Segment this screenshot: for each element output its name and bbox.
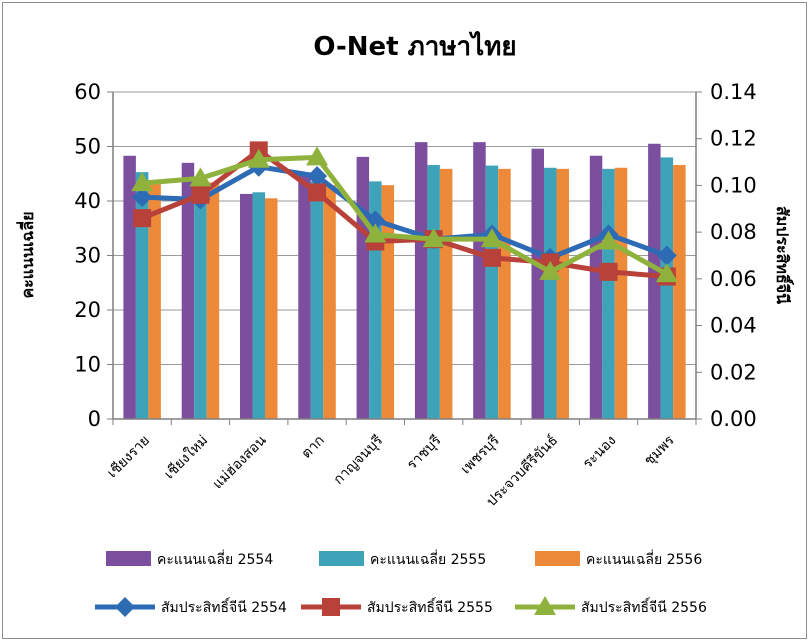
data-point-marker bbox=[189, 167, 212, 187]
legend-label: สัมประสิทธิ์จีนี 2555 bbox=[367, 597, 493, 616]
bar bbox=[310, 181, 324, 419]
data-point-marker bbox=[364, 223, 387, 243]
bar bbox=[148, 183, 161, 419]
bar bbox=[298, 173, 311, 419]
bar bbox=[485, 165, 499, 419]
category-label: เชียงใหม่ bbox=[161, 432, 212, 483]
category-label: แม่ฮ่องสอน bbox=[210, 432, 270, 492]
data-point-marker bbox=[597, 230, 620, 250]
left-axis-label: คะแนนเฉลี่ย bbox=[16, 211, 37, 298]
chart-svg: O-Net ภาษาไทย 0 10 20 30 40 50 60 0.00 0.02 0.04… bbox=[16, 30, 794, 617]
bar bbox=[414, 142, 428, 419]
category-label: กาญจนบุรี bbox=[331, 432, 387, 488]
data-point-marker bbox=[539, 260, 562, 280]
line-series-group bbox=[131, 141, 678, 286]
legend-label: สัมประสิทธิ์จีนี 2556 bbox=[581, 597, 707, 616]
legend-marker bbox=[115, 597, 135, 617]
bar bbox=[194, 181, 207, 419]
y-tick-label: 60 bbox=[74, 80, 101, 104]
y2-tick-label: 0.10 bbox=[710, 173, 757, 197]
bar bbox=[589, 155, 603, 419]
right-axis-label: สัมประสิทธิ์จีนี bbox=[773, 206, 794, 304]
bar bbox=[614, 167, 628, 419]
y2-tick-label: 0.08 bbox=[710, 220, 757, 244]
bar bbox=[240, 193, 253, 419]
y-tick-label: 20 bbox=[74, 298, 101, 322]
bar bbox=[439, 168, 453, 419]
data-point-marker bbox=[655, 263, 678, 283]
chart-title: O-Net ภาษาไทย bbox=[313, 30, 516, 62]
data-point-marker bbox=[306, 146, 329, 166]
legend-label: คะแนนเฉลี่ย 2556 bbox=[586, 550, 702, 568]
bar bbox=[544, 167, 557, 419]
category-label: ตาก bbox=[299, 433, 328, 462]
data-point-marker bbox=[247, 148, 270, 168]
bar bbox=[381, 185, 395, 419]
y2-tick-label: 0.00 bbox=[710, 407, 757, 431]
bar bbox=[648, 143, 661, 419]
legend-swatch bbox=[535, 551, 580, 566]
y-tick-label: 10 bbox=[74, 353, 101, 377]
category-label: ระนอง bbox=[580, 433, 619, 472]
bar bbox=[181, 162, 195, 419]
y2-tick-label: 0.02 bbox=[710, 360, 757, 384]
y2-tick-label: 0.04 bbox=[710, 314, 757, 338]
category-label: ราชบุรี bbox=[404, 432, 445, 473]
y2-tick-label: 0.06 bbox=[710, 267, 757, 291]
series-line bbox=[141, 147, 668, 280]
data-point-marker bbox=[422, 228, 445, 248]
bar bbox=[323, 185, 336, 419]
bar bbox=[252, 192, 265, 419]
data-point-marker bbox=[308, 183, 327, 202]
legend-marker bbox=[534, 596, 556, 615]
y-tick-label: 0 bbox=[88, 407, 101, 431]
y-tick-label: 50 bbox=[74, 135, 101, 159]
bar bbox=[123, 155, 136, 419]
y2-tick-label: 0.14 bbox=[710, 80, 757, 104]
y2-tick-label: 0.12 bbox=[710, 127, 757, 151]
series-line bbox=[142, 164, 668, 261]
bar bbox=[427, 165, 440, 419]
category-labels: เชียงราย เชียงใหม่แม่ฮ่องสอน ตาก กาญจนบุรี ร… bbox=[104, 432, 678, 510]
legend-label: สัมประสิทธิ์จีนี 2554 bbox=[161, 597, 287, 616]
bar bbox=[531, 148, 544, 419]
legend-marker bbox=[322, 598, 340, 616]
data-point-marker bbox=[480, 228, 503, 248]
bar bbox=[356, 156, 370, 420]
bar bbox=[473, 142, 486, 419]
legend: คะแนนเฉลี่ย 2554 คะแนนเฉลี่ย 2555 คะแนนเฉล… bbox=[95, 550, 707, 617]
series-line bbox=[141, 154, 669, 277]
legend-label: คะแนนเฉลี่ย 2554 bbox=[157, 550, 273, 568]
category-label: เชียงราย bbox=[104, 433, 153, 482]
bar bbox=[206, 182, 220, 419]
legend-swatch bbox=[106, 551, 151, 566]
category-label: เพชรบุรี bbox=[458, 432, 503, 477]
data-point-marker bbox=[656, 245, 677, 266]
bar bbox=[660, 157, 674, 419]
data-point-marker bbox=[133, 209, 152, 228]
right-axis-ticks: 0.00 0.02 0.04 0.06 0.08 0.10 0.12 0.14 bbox=[696, 80, 757, 431]
bar bbox=[673, 165, 686, 419]
legend-swatch bbox=[319, 551, 364, 566]
legend-label: คะแนนเฉลี่ย 2555 bbox=[370, 550, 486, 568]
data-point-marker bbox=[191, 185, 210, 204]
data-point-marker bbox=[482, 248, 501, 267]
data-point-marker bbox=[132, 187, 153, 208]
y-tick-label: 30 bbox=[74, 244, 101, 268]
data-point-marker bbox=[307, 166, 328, 187]
bar bbox=[135, 172, 149, 419]
data-point-marker bbox=[599, 262, 618, 281]
bar bbox=[556, 168, 569, 419]
bar bbox=[602, 168, 615, 419]
bar bbox=[265, 198, 278, 419]
category-label: ชุมพร bbox=[641, 432, 678, 469]
bar bbox=[498, 168, 511, 419]
data-point-marker bbox=[131, 172, 154, 192]
left-axis-ticks: 0 10 20 30 40 50 60 bbox=[74, 80, 113, 431]
y-tick-label: 40 bbox=[74, 189, 101, 213]
